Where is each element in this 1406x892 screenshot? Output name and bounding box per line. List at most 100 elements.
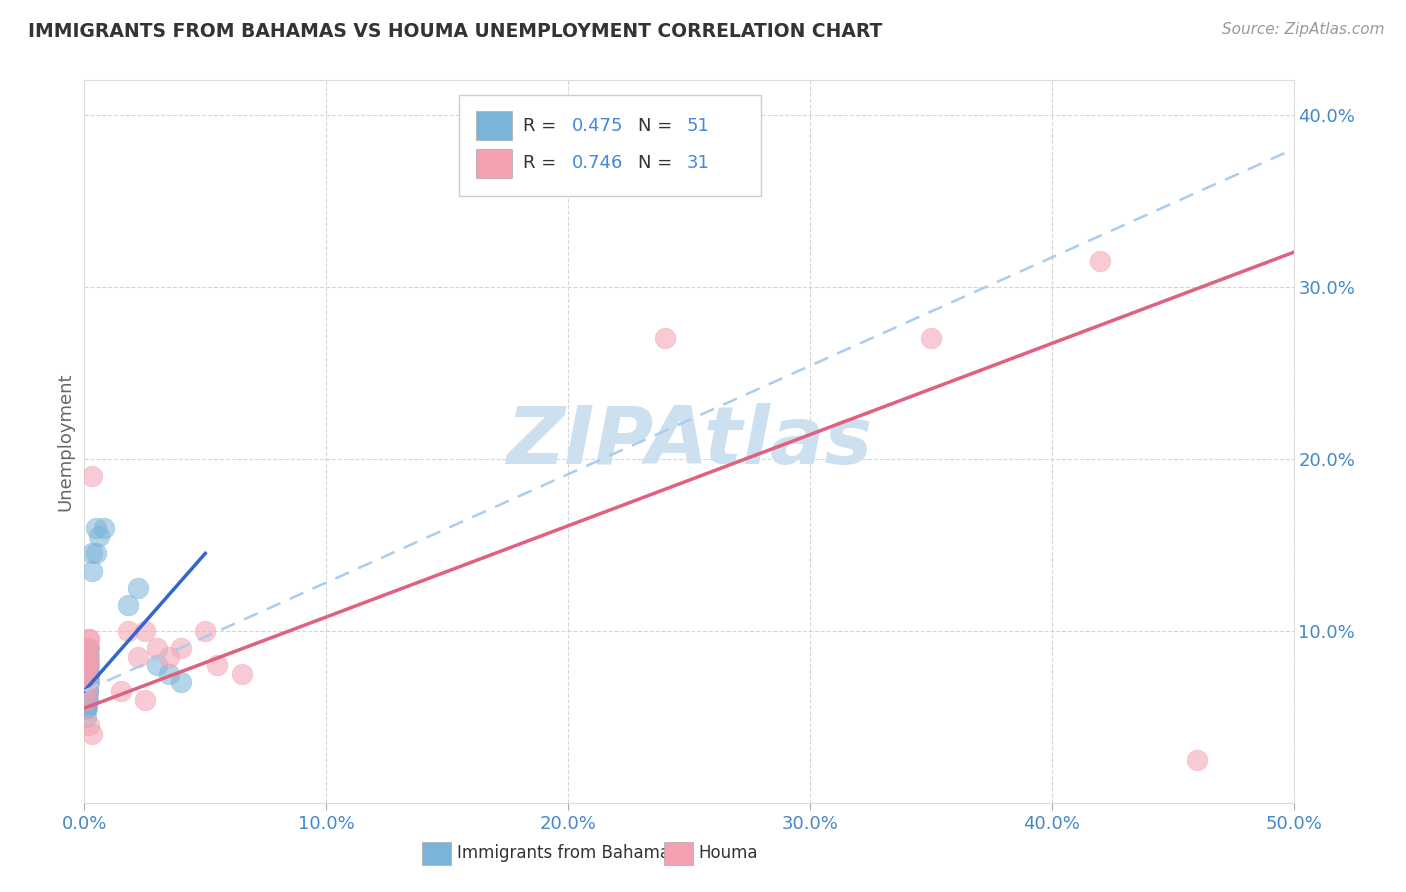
Point (75, 692, 97, 706)
Text: R =: R = (523, 117, 562, 135)
Point (77, 640, 100, 655)
Text: 31: 31 (686, 154, 710, 172)
Point (75, 684, 97, 698)
FancyBboxPatch shape (477, 149, 512, 178)
Point (920, 331, 942, 345)
Point (77, 675, 100, 690)
Point (76, 675, 98, 690)
Text: Immigrants from Bahamas: Immigrants from Bahamas (457, 845, 679, 863)
Point (75, 692, 97, 706)
Point (77, 640, 100, 655)
Point (76, 675, 98, 690)
Point (80, 546, 103, 560)
Point (75, 692, 97, 706)
Point (93, 520, 115, 534)
Point (76, 640, 98, 655)
Point (76, 684, 98, 698)
Point (654, 331, 676, 345)
Text: IMMIGRANTS FROM BAHAMAS VS HOUMA UNEMPLOYMENT CORRELATION CHART: IMMIGRANTS FROM BAHAMAS VS HOUMA UNEMPLO… (28, 22, 883, 41)
Point (76, 684, 98, 698)
Point (170, 640, 193, 655)
Point (1185, 753, 1208, 767)
Point (194, 624, 217, 638)
Point (134, 624, 156, 638)
Point (77, 684, 100, 698)
Point (87, 529, 110, 543)
Point (75, 701, 97, 715)
Point (231, 666, 253, 681)
Text: N =: N = (638, 117, 678, 135)
Text: 0.475: 0.475 (572, 117, 623, 135)
Text: Source: ZipAtlas.com: Source: ZipAtlas.com (1222, 22, 1385, 37)
Text: ZIPAtlas: ZIPAtlas (506, 402, 872, 481)
Point (80, 564, 103, 578)
Point (146, 658, 169, 673)
FancyBboxPatch shape (477, 112, 512, 140)
Point (77, 658, 100, 673)
Point (75, 710, 97, 724)
Point (76, 692, 98, 706)
Text: 51: 51 (686, 117, 710, 135)
Point (77, 658, 100, 673)
Point (157, 649, 180, 664)
Point (77, 684, 100, 698)
Text: 0.746: 0.746 (572, 154, 623, 172)
Point (77, 666, 100, 681)
Point (76, 692, 98, 706)
Point (77, 658, 100, 673)
Point (76, 658, 98, 673)
Point (76, 701, 98, 715)
Point (76, 684, 98, 698)
Point (77, 632, 100, 647)
Point (157, 666, 180, 681)
Point (77, 675, 100, 690)
Point (75, 649, 97, 664)
Point (77, 666, 100, 681)
Point (75, 701, 97, 715)
Point (134, 692, 156, 706)
Point (146, 640, 169, 655)
Point (76, 666, 98, 681)
Point (77, 692, 100, 706)
Point (75, 666, 97, 681)
Point (110, 684, 132, 698)
Point (77, 649, 100, 664)
Point (75, 675, 97, 690)
Point (86, 546, 108, 560)
Point (75, 675, 97, 690)
Point (77, 640, 100, 655)
Text: R =: R = (523, 154, 562, 172)
Point (117, 598, 139, 612)
Point (77, 675, 100, 690)
Point (1088, 253, 1111, 268)
Point (76, 649, 98, 664)
Point (77, 632, 100, 647)
Text: Houma: Houma (699, 845, 758, 863)
Point (127, 649, 149, 664)
Point (76, 666, 98, 681)
Point (77, 718, 100, 732)
Point (75, 692, 97, 706)
Point (117, 624, 139, 638)
Point (80, 469, 103, 483)
Point (80, 727, 103, 741)
Y-axis label: Unemployment: Unemployment (56, 372, 75, 511)
Point (86, 520, 108, 534)
FancyBboxPatch shape (460, 95, 762, 196)
Point (77, 658, 100, 673)
Point (77, 666, 100, 681)
Point (75, 666, 97, 681)
Point (77, 649, 100, 664)
Point (76, 684, 98, 698)
Point (75, 701, 97, 715)
Point (207, 658, 229, 673)
Point (77, 658, 100, 673)
Point (76, 675, 98, 690)
Point (75, 684, 97, 698)
Point (127, 581, 149, 595)
FancyBboxPatch shape (422, 842, 451, 865)
Point (170, 675, 193, 690)
Point (76, 649, 98, 664)
FancyBboxPatch shape (664, 842, 693, 865)
Point (76, 666, 98, 681)
